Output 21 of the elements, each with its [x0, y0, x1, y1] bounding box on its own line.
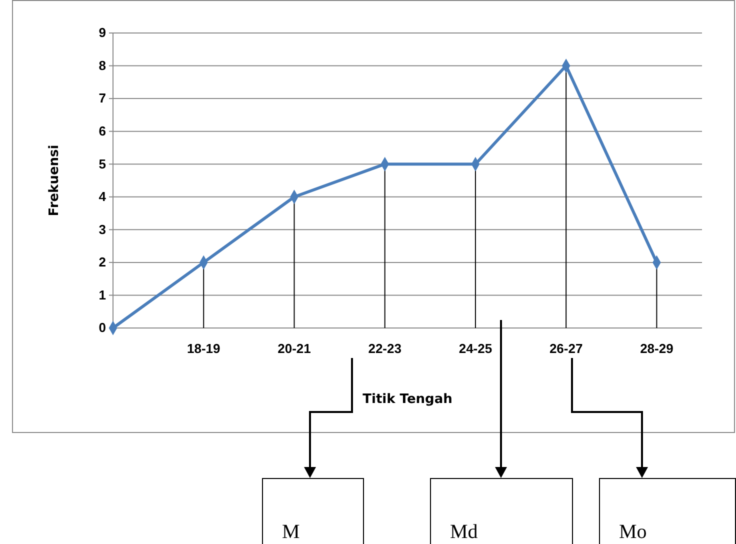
x-tick-label: 24-25 [458, 341, 492, 356]
y-tick-label: 6 [98, 123, 106, 138]
y-tick-label: 1 [98, 287, 106, 302]
y-tick-label: 4 [98, 189, 107, 204]
text: Mo [619, 521, 647, 543]
y-tick-label: 8 [98, 58, 106, 73]
y-tick-label: 0 [98, 320, 106, 336]
y-tick-label: 2 [98, 254, 106, 270]
text: Md [450, 521, 478, 543]
x-tick-label: 28-29 [640, 341, 674, 356]
x-tick-label: 26-27 [549, 341, 583, 356]
y-tick-label: 7 [98, 90, 106, 106]
y-axis-title: Frekuensi [47, 144, 62, 216]
x-tick-label: 20-21 [278, 341, 311, 356]
x-tick-label: 22-23 [368, 341, 402, 356]
x-tick-label: 18-19 [186, 341, 220, 356]
x-axis-title: Titik Tengah [362, 392, 452, 407]
y-tick-label: 5 [98, 156, 106, 172]
y-tick-label: 9 [98, 25, 106, 40]
y-tick-label: 3 [98, 222, 106, 237]
text: M [282, 521, 300, 543]
